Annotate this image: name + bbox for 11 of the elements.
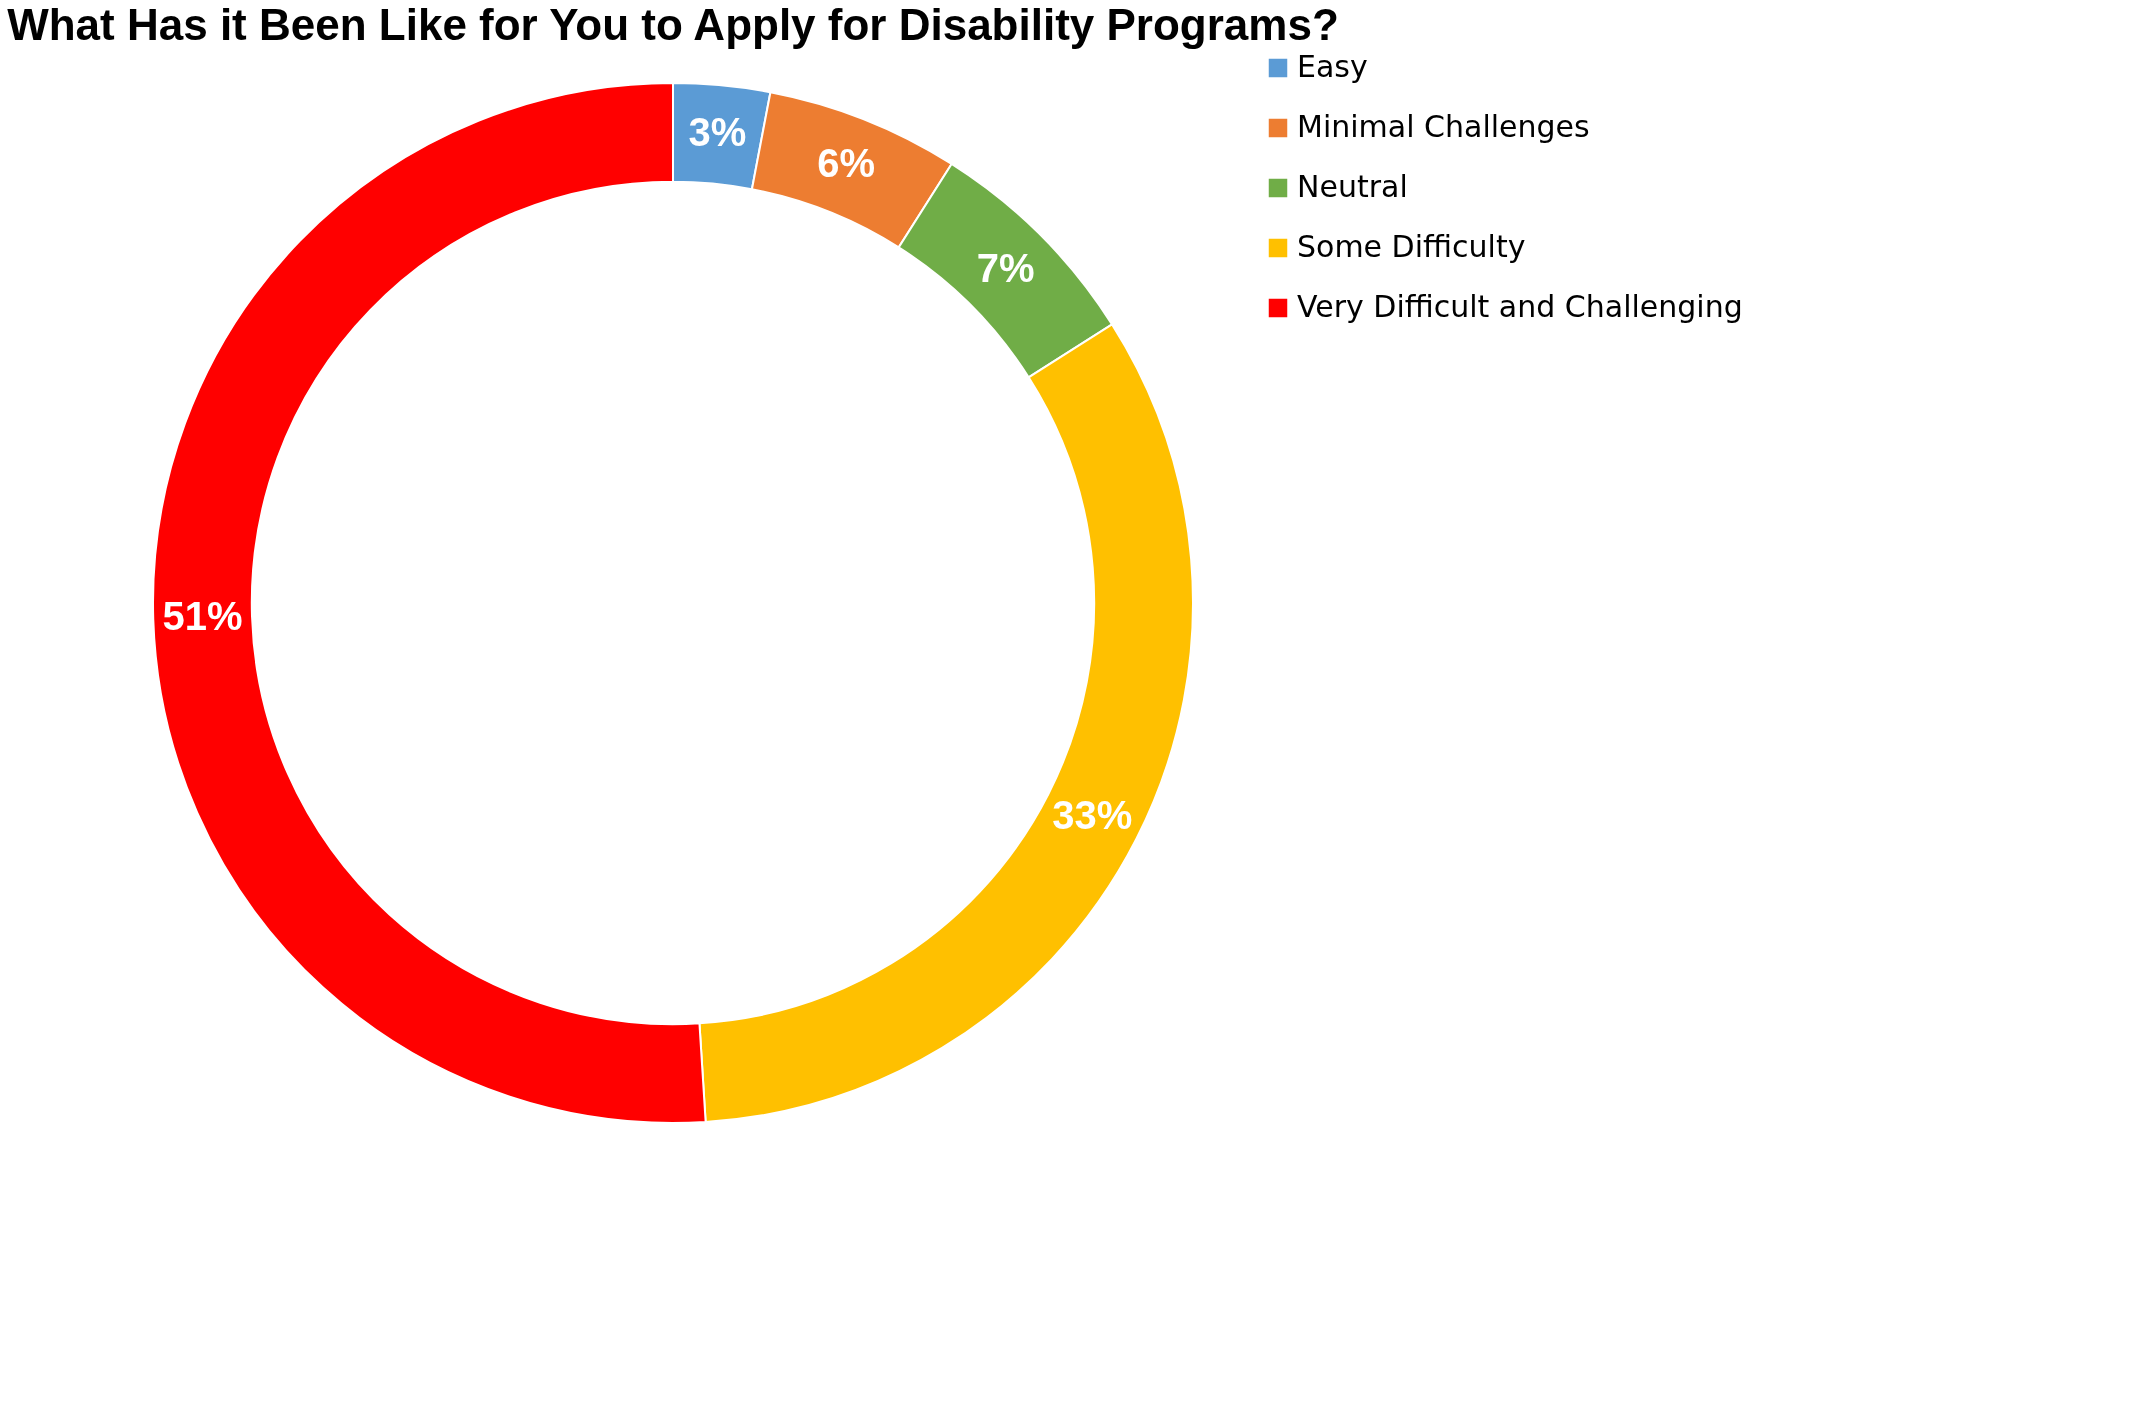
legend-label: Some Difficulty [1297,229,1526,264]
legend-label: Easy [1297,49,1368,84]
data-label: 6% [817,141,876,186]
legend-label: Minimal Challenges [1297,109,1590,144]
data-label: 3% [688,110,747,155]
data-label: 51% [162,593,243,638]
legend-label: Very Difficult and Challenging [1297,289,1743,324]
data-label: 7% [976,246,1035,291]
legend-label: Neutral [1297,169,1408,204]
data-label: 33% [1052,792,1133,837]
chart-title: What Has it Been Like for You to Apply for Disability Programs? [7,0,1339,49]
